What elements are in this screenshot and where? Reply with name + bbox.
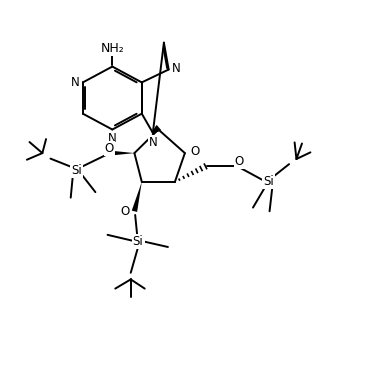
Text: Si: Si xyxy=(133,235,144,248)
Text: Si: Si xyxy=(71,164,82,177)
Text: N: N xyxy=(108,132,117,145)
Text: Si: Si xyxy=(263,175,274,188)
Text: O: O xyxy=(190,145,200,158)
Polygon shape xyxy=(108,150,134,156)
Text: N: N xyxy=(70,76,79,89)
Text: N: N xyxy=(149,136,158,149)
Text: O: O xyxy=(121,205,130,218)
Text: NH₂: NH₂ xyxy=(100,42,124,55)
Polygon shape xyxy=(132,182,142,212)
Text: N: N xyxy=(172,62,181,75)
Text: O: O xyxy=(235,155,244,168)
Text: O: O xyxy=(105,142,114,155)
